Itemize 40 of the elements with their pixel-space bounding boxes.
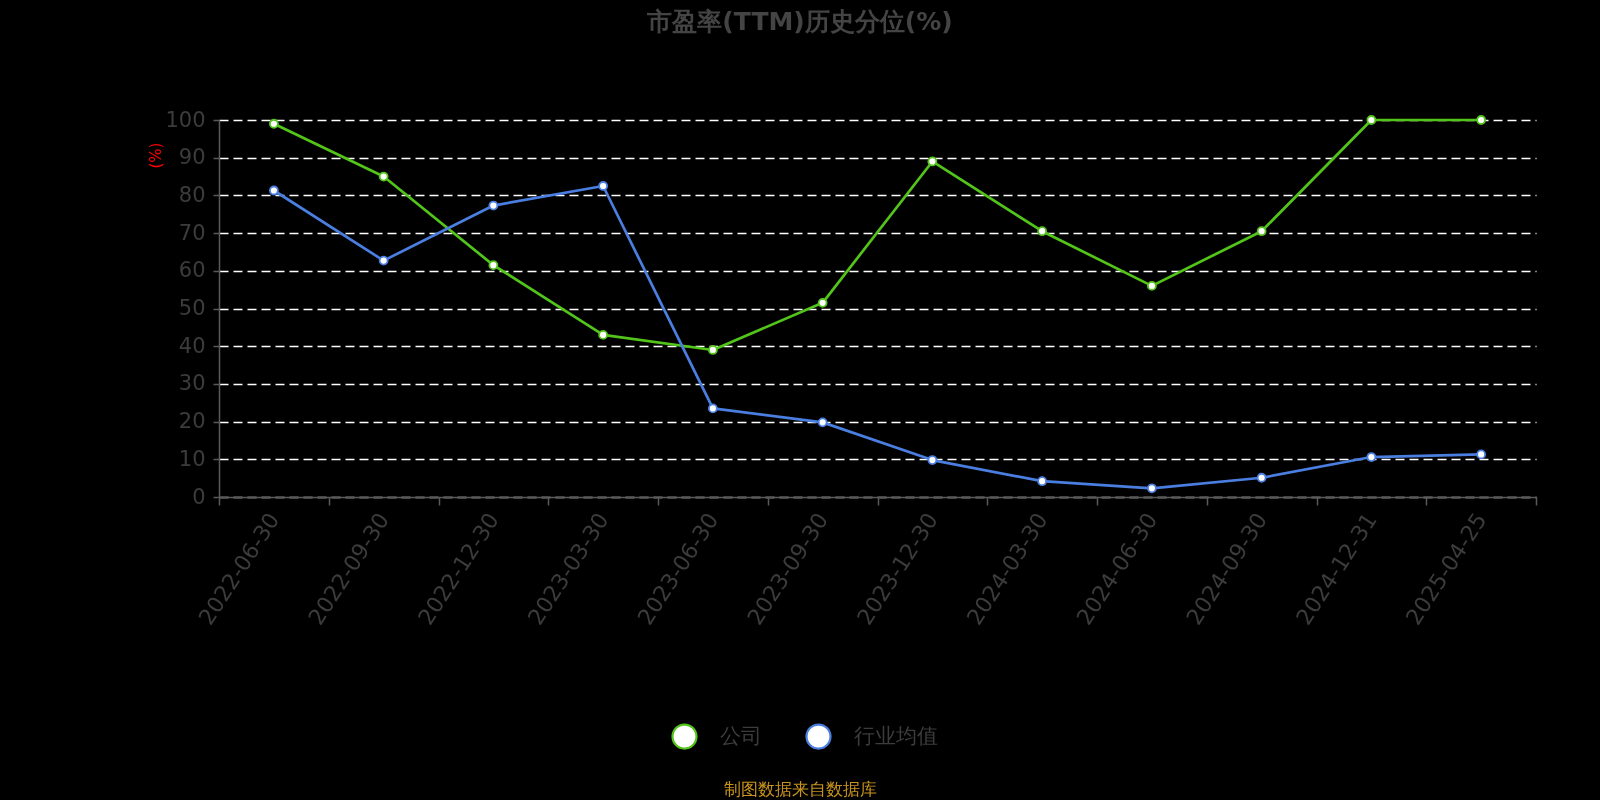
point [1256, 226, 1267, 237]
point [1146, 280, 1157, 291]
point [927, 156, 938, 167]
y-tick-label: 30 [178, 371, 206, 396]
y-tick-label: 70 [178, 220, 206, 245]
text: 制图数据来自数据库 [723, 779, 877, 799]
point [1366, 452, 1377, 462]
point [927, 455, 938, 465]
point [268, 118, 279, 129]
legend-label: 公司 [720, 723, 762, 748]
y-tick-label: 20 [178, 409, 206, 434]
y-tick-label: 50 [178, 296, 206, 320]
point [268, 185, 279, 196]
point [1476, 115, 1487, 125]
y-tick-label: 80 [178, 182, 206, 207]
point [707, 403, 718, 414]
chart-title: 市盈率(TTM)历史分位(%) [646, 7, 953, 36]
y-tick-label: 60 [178, 258, 206, 283]
legend-label: 行业均值 [854, 723, 938, 748]
point [817, 297, 828, 308]
point [488, 260, 499, 271]
point [378, 255, 389, 266]
point [817, 417, 828, 428]
point [1146, 483, 1157, 494]
y-tick-label: 90 [178, 145, 206, 170]
point [598, 330, 609, 340]
point [1037, 226, 1048, 237]
y-tick-label: 40 [178, 333, 206, 358]
y-axis-title: (%) [146, 142, 165, 169]
point [707, 345, 718, 355]
y-tick-label: 100 [165, 107, 206, 132]
point [1256, 472, 1267, 483]
y-tick-label: 0 [192, 484, 206, 509]
point [598, 181, 609, 191]
y-tick-label: 10 [178, 446, 206, 471]
point [1476, 449, 1487, 460]
point [1037, 476, 1048, 487]
point [1366, 115, 1377, 125]
point [488, 200, 499, 211]
point [378, 171, 389, 182]
